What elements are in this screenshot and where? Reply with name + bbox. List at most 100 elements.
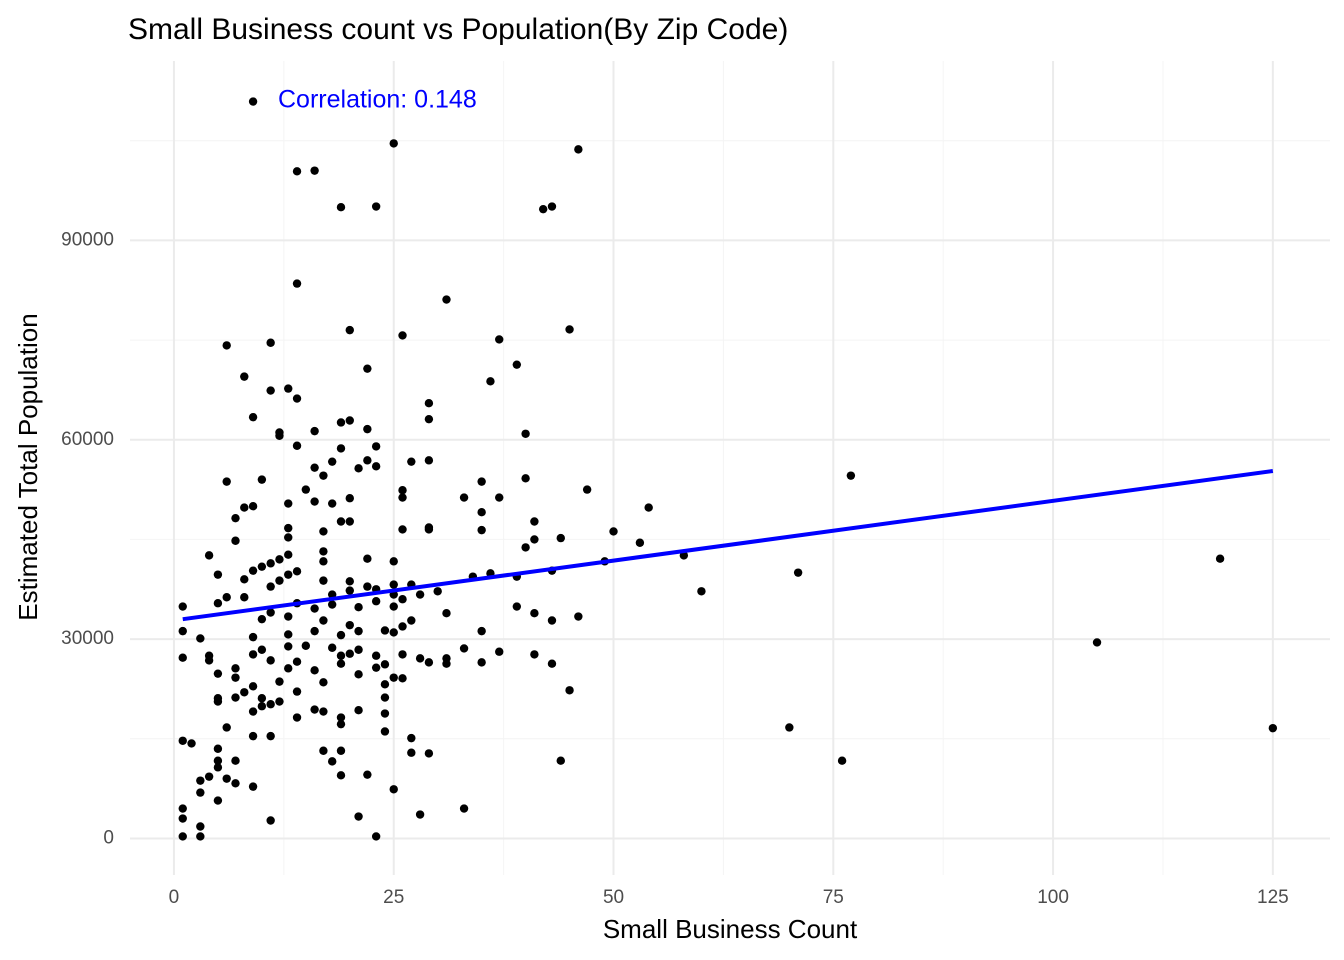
point <box>389 557 398 566</box>
point <box>284 523 293 533</box>
point <box>424 414 434 424</box>
point <box>459 804 469 813</box>
point <box>389 785 398 794</box>
point <box>248 502 258 511</box>
point <box>644 503 653 512</box>
point <box>275 576 284 585</box>
point <box>363 456 372 465</box>
point <box>354 603 363 612</box>
point <box>319 547 328 556</box>
point <box>380 660 390 669</box>
point <box>345 577 354 586</box>
point <box>231 513 240 523</box>
point <box>178 804 187 813</box>
point <box>310 463 319 472</box>
point <box>345 620 354 630</box>
point <box>196 776 205 785</box>
point <box>345 517 354 526</box>
point <box>363 582 372 591</box>
point <box>336 651 346 660</box>
point <box>556 533 565 543</box>
point <box>213 570 223 579</box>
point <box>292 441 302 450</box>
point <box>257 614 267 624</box>
point <box>196 634 205 643</box>
point <box>284 630 293 639</box>
point <box>231 673 240 682</box>
point <box>284 612 293 621</box>
point <box>231 756 240 765</box>
point <box>1268 723 1278 733</box>
point <box>837 756 847 765</box>
point <box>284 384 293 393</box>
point <box>407 733 416 743</box>
point <box>345 494 354 503</box>
point <box>398 674 407 683</box>
point <box>398 331 407 340</box>
point <box>336 444 346 453</box>
point <box>345 586 354 595</box>
point <box>319 678 328 687</box>
point <box>512 360 522 369</box>
y-tick-label: 30000 <box>61 628 114 649</box>
point <box>389 602 398 611</box>
point <box>222 477 231 486</box>
point <box>363 364 372 373</box>
x-tick-label: 0 <box>169 887 180 908</box>
point <box>240 575 249 584</box>
point <box>512 602 522 611</box>
point <box>292 279 302 288</box>
point <box>310 705 319 714</box>
point <box>574 145 583 154</box>
point <box>477 658 486 667</box>
point <box>248 97 258 106</box>
point <box>266 338 275 347</box>
point <box>398 493 407 502</box>
point <box>266 608 275 617</box>
point <box>257 562 267 571</box>
point <box>1092 638 1102 647</box>
point <box>222 723 231 732</box>
point <box>547 659 557 668</box>
x-tick-label: 75 <box>823 887 844 908</box>
point <box>310 497 319 506</box>
grid <box>130 61 1330 875</box>
point <box>284 664 293 673</box>
point <box>257 694 267 703</box>
point <box>380 680 390 689</box>
point <box>213 599 223 608</box>
point <box>389 139 398 148</box>
point <box>275 555 284 564</box>
point <box>275 697 284 706</box>
point <box>389 580 398 589</box>
x-tick-label: 100 <box>1037 887 1069 908</box>
point <box>178 736 187 745</box>
point <box>371 832 381 841</box>
trend-line <box>182 469 1274 622</box>
point <box>442 295 451 304</box>
point <box>284 642 293 651</box>
point <box>310 426 319 436</box>
point <box>459 493 469 502</box>
point <box>266 559 275 568</box>
point <box>477 626 486 636</box>
point <box>284 570 293 579</box>
point <box>301 485 311 494</box>
point <box>178 814 187 823</box>
point <box>354 812 363 821</box>
point <box>292 167 302 176</box>
point <box>319 527 328 536</box>
point <box>187 739 196 748</box>
point <box>266 386 275 395</box>
point <box>292 567 302 576</box>
point <box>213 669 223 678</box>
point <box>310 666 319 675</box>
point <box>521 474 530 483</box>
point <box>275 431 284 440</box>
point <box>389 628 398 637</box>
point <box>398 595 407 604</box>
point <box>345 416 354 425</box>
point <box>327 600 337 609</box>
point <box>380 709 390 718</box>
